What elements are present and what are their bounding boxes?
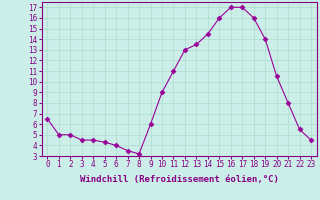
X-axis label: Windchill (Refroidissement éolien,°C): Windchill (Refroidissement éolien,°C): [80, 175, 279, 184]
